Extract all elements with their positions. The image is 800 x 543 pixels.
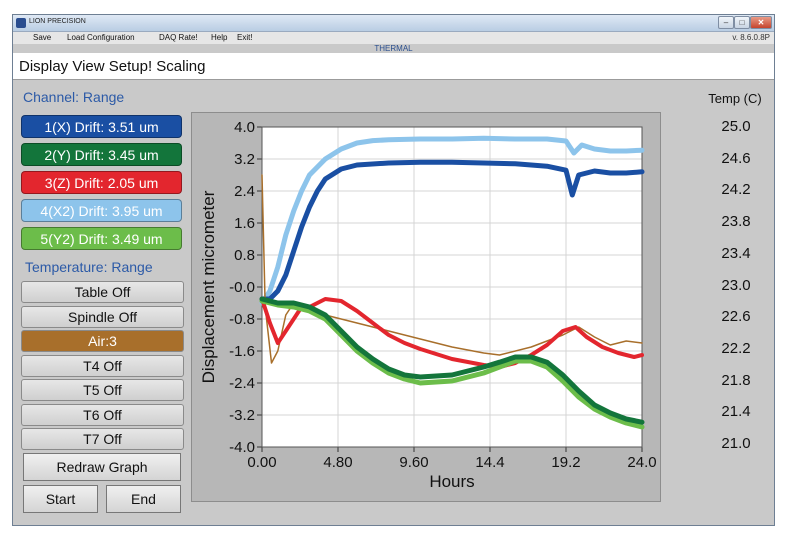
y-tick-label: -0.8 (229, 311, 255, 328)
temperature-sensor-button[interactable]: Spindle Off (21, 305, 184, 328)
channel-button[interactable]: 3(Z) Drift: 2.05 um (21, 171, 182, 194)
series-line (259, 298, 645, 430)
maximize-button[interactable]: □ (734, 16, 750, 29)
y-tick-label: -2.4 (229, 375, 255, 392)
temperature-header: Temperature: Range (25, 259, 153, 275)
series-line (259, 296, 645, 425)
temperature-sensor-button[interactable]: T7 Off (21, 428, 184, 450)
plot-border (261, 126, 643, 448)
temp-tick-label: 24.2 (721, 181, 751, 199)
plot-frame: 4.0 3.2 2.4 1.6 0.8 -0.0 -0.8 -1.6 -2.4 -3.2 -4.0 0… (191, 112, 661, 502)
temp-tick-label: 21.0 (721, 435, 751, 452)
channel-header: Channel: Range (23, 89, 125, 105)
temp-tick-label: 23.8 (721, 213, 751, 231)
app-name: THERMAL (374, 44, 413, 53)
series-line (259, 135, 645, 306)
channel-button[interactable]: 2(Y) Drift: 3.45 um (21, 143, 182, 166)
menu-save[interactable]: Save (33, 33, 52, 42)
temperature-sensor-button[interactable]: T4 Off (21, 354, 184, 377)
x-tick-label: 19.2 (551, 454, 580, 471)
y-tick-label: 0.8 (234, 247, 255, 264)
temp-tick-label: 23.4 (721, 244, 751, 262)
toolbar-menu[interactable]: Display View Setup! Scaling (19, 58, 206, 75)
temperature-sensor-button[interactable]: T6 Off (21, 403, 184, 426)
x-tick-label: 9.60 (399, 454, 428, 471)
temp-axis-title: Temp (C) (708, 91, 762, 106)
y-tick-label: 1.6 (234, 215, 255, 232)
temperature-sensor-button[interactable]: T5 Off (21, 379, 184, 401)
x-axis-label: Hours (429, 472, 474, 491)
x-tick-label: 24.0 (627, 454, 656, 471)
y-axis-label: Displacement micrometer (199, 190, 218, 383)
menu-load-configuration[interactable]: Load Configuration (67, 33, 135, 42)
temp-tick-label: 21.4 (721, 403, 751, 421)
version-label: v. 8.6.0.8P (732, 33, 770, 42)
window-title: LION PRECISION (29, 18, 86, 25)
y-tick-label: 2.4 (234, 183, 255, 200)
displacement-chart: 4.0 3.2 2.4 1.6 0.8 -0.0 -0.8 -1.6 -2.4 -3.2 -4.00… (199, 119, 657, 491)
menu-help[interactable]: Help (211, 33, 228, 42)
close-button[interactable]: ✕ (750, 16, 772, 29)
minimize-button[interactable]: – (718, 16, 734, 29)
y-tick-label: -4.0 (229, 439, 255, 456)
series-line (260, 297, 644, 369)
end-button[interactable]: End (106, 485, 181, 513)
menu-exit[interactable]: Exit! (237, 33, 253, 42)
title-bar: LION PRECISION – □ ✕ (13, 15, 774, 32)
temp-tick-label: 22.2 (721, 339, 751, 357)
temp-tick-label: 23.0 (721, 276, 751, 294)
temperature-sensor-button[interactable]: Table Off (21, 281, 184, 303)
start-button[interactable]: Start (23, 485, 98, 513)
temperature-sensor-button[interactable]: Air:3 (21, 330, 184, 352)
temp-tick-label: 25.0 (721, 118, 751, 135)
x-tick-label: 14.4 (475, 454, 504, 471)
app-logo-icon (16, 18, 26, 28)
y-tick-label: -1.6 (229, 343, 255, 360)
x-tick-label: 4.80 (323, 454, 352, 471)
channel-button[interactable]: 1(X) Drift: 3.51 um (21, 115, 182, 138)
y-tick-label: 4.0 (234, 119, 255, 136)
app-window: LION PRECISION – □ ✕ Save Load Configura… (12, 14, 775, 526)
menu-daq-rate[interactable]: DAQ Rate! (159, 33, 198, 42)
temp-tick-label: 24.6 (721, 149, 751, 167)
y-tick-label: -0.0 (229, 279, 255, 296)
y-tick-label: -3.2 (229, 407, 255, 424)
toolbar: Display View Setup! Scaling (13, 53, 774, 80)
x-tick-label: 0.00 (247, 454, 276, 471)
y-tick-label: 3.2 (234, 151, 255, 168)
temp-tick-label: 22.6 (721, 308, 751, 326)
temp-tick-label: 21.8 (721, 371, 751, 389)
series-line (259, 159, 645, 302)
channel-button[interactable]: 4(X2) Drift: 3.95 um (21, 199, 182, 222)
menu-bar: Save Load Configuration DAQ Rate! Help E… (13, 32, 774, 44)
channel-button[interactable]: 5(Y2) Drift: 3.49 um (21, 227, 182, 250)
redraw-graph-button[interactable]: Redraw Graph (23, 453, 181, 481)
